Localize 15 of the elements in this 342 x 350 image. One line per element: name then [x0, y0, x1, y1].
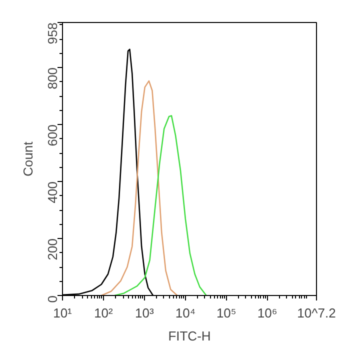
x-tick-label: 10³ [135, 306, 154, 320]
y-axis-title: Count [20, 141, 36, 176]
y-tick-label: 600 [45, 124, 60, 146]
x-tick-label: 10¹ [53, 306, 73, 320]
y-tick-label: 0 [45, 295, 60, 303]
y-tick-label: 800 [45, 68, 60, 90]
y-tick-label: 400 [45, 182, 60, 204]
x-axis-title: FITC-H [168, 328, 211, 344]
y-tick-label: 200 [45, 238, 60, 260]
x-tick-label: 10⁵ [216, 306, 236, 320]
x-tick-label: 10² [94, 306, 114, 320]
x-tick-label: 10^7.2 [297, 306, 336, 320]
x-tick-label: 10⁴ [175, 306, 196, 320]
y-tick-label: 958 [45, 22, 60, 44]
x-tick-label: 10⁶ [257, 306, 278, 320]
